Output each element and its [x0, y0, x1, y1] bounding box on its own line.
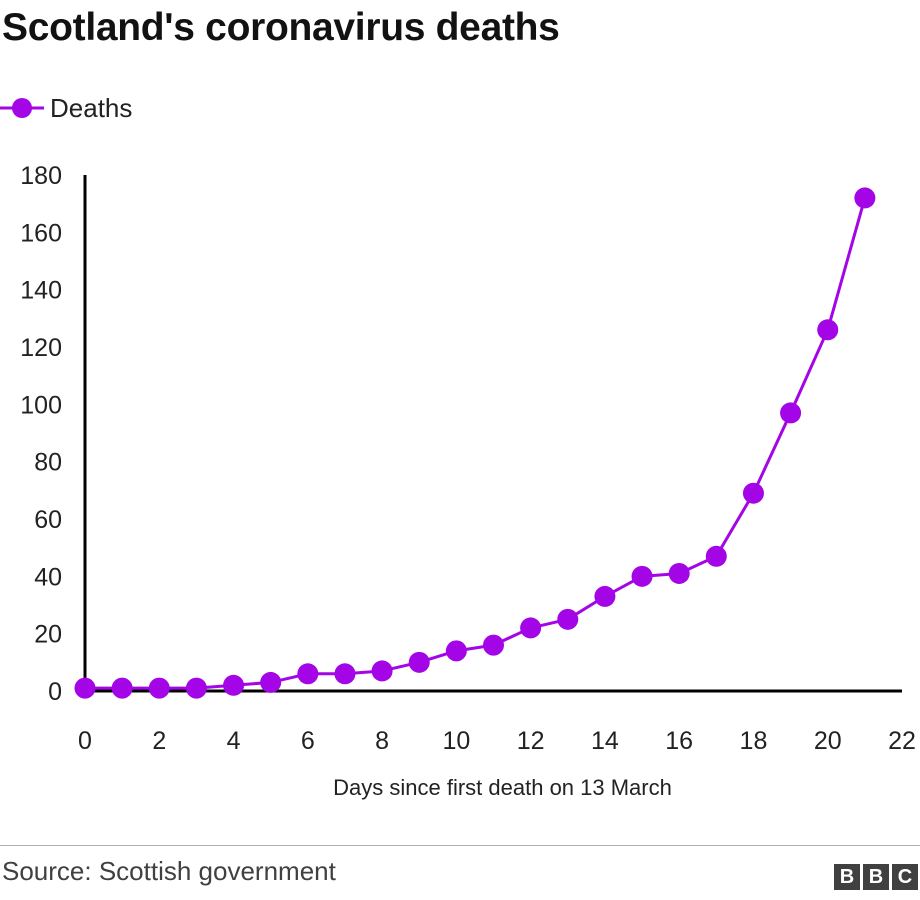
y-tick-label: 0	[48, 678, 62, 706]
data-point	[705, 545, 727, 567]
x-axis-title: Days since first death on 13 March	[333, 775, 672, 800]
y-tick-label: 60	[34, 506, 62, 534]
x-tick-label: 8	[375, 727, 389, 755]
series-line-deaths	[85, 197, 867, 690]
source-note: Source: Scottish government	[2, 856, 336, 886]
x-tick-label: 14	[591, 727, 619, 755]
footer-divider	[0, 845, 920, 846]
legend-label-deaths: Deaths	[50, 92, 133, 123]
data-point	[148, 677, 170, 699]
y-tick-label: 160	[20, 219, 62, 247]
data-point	[780, 402, 802, 424]
data-point	[223, 674, 245, 696]
x-tick-label: 22	[888, 727, 916, 755]
data-point	[668, 562, 690, 584]
y-tick-label: 20	[34, 621, 62, 649]
x-tick-label: 10	[442, 727, 470, 755]
data-point	[297, 663, 319, 685]
x-tick-label: 4	[227, 727, 241, 755]
chart-title: Scotland's coronavirus deaths	[2, 6, 560, 49]
y-tick-label: 100	[20, 391, 62, 419]
data-point	[742, 482, 764, 504]
data-point	[445, 640, 467, 662]
data-point	[371, 660, 393, 682]
data-point	[631, 565, 653, 587]
data-point	[334, 663, 356, 685]
x-tick-label: 16	[665, 727, 693, 755]
y-tick-label: 180	[20, 162, 62, 190]
y-tick-label: 80	[34, 449, 62, 477]
data-point	[854, 187, 876, 209]
legend: Deaths	[0, 88, 132, 128]
data-point	[111, 677, 133, 699]
data-point	[817, 319, 839, 341]
data-point	[74, 677, 96, 699]
x-tick-label: 12	[517, 727, 545, 755]
x-tick-label: 18	[740, 727, 768, 755]
bbc-logo-letter: B	[863, 864, 889, 890]
bbc-logo-letter: C	[892, 864, 918, 890]
bbc-logo-letter: B	[834, 864, 860, 890]
y-tick-label: 140	[20, 277, 62, 305]
data-point	[483, 634, 504, 656]
data-point	[185, 677, 207, 699]
bbc-logo: B B C	[834, 864, 918, 890]
x-tick-label: 0	[78, 727, 92, 755]
x-tick-label: 6	[301, 727, 315, 755]
data-point	[557, 608, 579, 630]
x-tick-label: 20	[814, 727, 842, 755]
x-tick-label: 2	[152, 727, 166, 755]
data-point	[594, 585, 616, 607]
data-point	[260, 671, 282, 693]
data-point	[408, 651, 430, 673]
legend-marker-deaths	[0, 98, 44, 118]
y-tick-label: 120	[20, 334, 62, 362]
line-chart: 0 20 40 60 80 100 120 140 160 180 0 2 4 6 8 10 12 14 16 18 2…	[20, 162, 916, 800]
y-tick-label: 40	[34, 563, 62, 591]
data-point	[520, 617, 542, 639]
